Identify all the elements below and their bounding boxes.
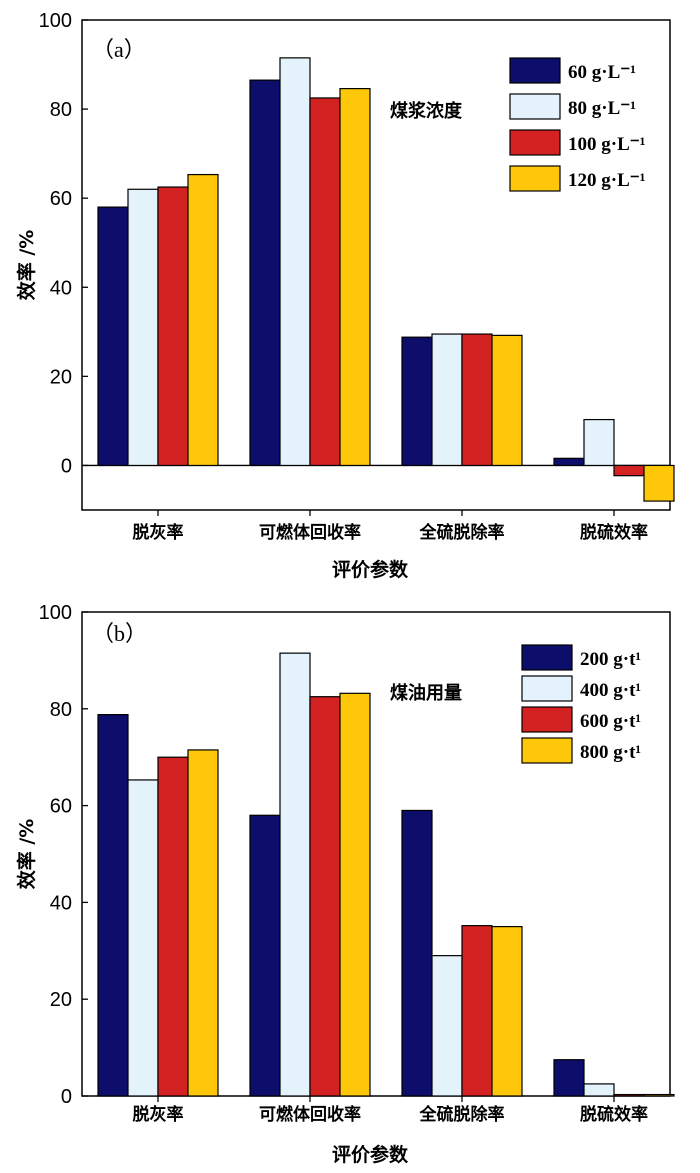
- bar-2-1: [127, 779, 159, 1097]
- bar-4-3: [491, 334, 523, 467]
- bar-2-2: [279, 652, 311, 1097]
- x-category-label: 脱硫效率: [580, 1104, 648, 1125]
- x-category-label: 可燃体回收率: [259, 1104, 361, 1125]
- bar-3-2: [309, 696, 341, 1097]
- bar-1-2: [249, 79, 281, 467]
- bar-4-2: [339, 692, 371, 1097]
- bar-2-3: [431, 955, 463, 1097]
- y-tick-label: 40: [50, 277, 72, 299]
- y-tick-label: 80: [50, 99, 72, 121]
- bar-4-2: [339, 87, 371, 467]
- bar-3-2: [309, 97, 341, 467]
- bar-2-1: [127, 188, 159, 467]
- y-tick-label: 60: [50, 796, 72, 818]
- bar-4-4: [643, 1093, 675, 1097]
- bar-1-1: [97, 206, 129, 467]
- bar-3-3: [461, 925, 493, 1097]
- legend-swatch-3: [521, 706, 573, 733]
- legend-title: 煤浆浓度: [390, 100, 463, 122]
- x-category-label: 全硫脱除率: [419, 522, 505, 543]
- y-tick-label: 20: [50, 366, 72, 388]
- legend-label-3: 600 g·t¹: [580, 711, 641, 732]
- legend-label-2: 400 g·t¹: [580, 680, 641, 701]
- x-axis-label: 评价参数: [332, 1143, 409, 1166]
- legend-label-4: 800 g·t¹: [580, 742, 641, 763]
- legend-swatch-4: [521, 737, 573, 764]
- bar-3-4: [613, 464, 645, 477]
- y-tick-label: 80: [50, 699, 72, 721]
- x-category-label: 脱灰率: [133, 1104, 184, 1125]
- y-tick-label: 100: [39, 10, 72, 32]
- bar-2-2: [279, 57, 311, 467]
- plot-frame: [81, 611, 671, 1097]
- x-category-label: 脱硫效率: [580, 522, 648, 543]
- y-tick-label: 100: [39, 602, 72, 624]
- y-tick-label: 0: [61, 1086, 72, 1108]
- legend-swatch-3: [509, 129, 561, 156]
- legend-swatch-1: [509, 57, 561, 84]
- legend-swatch-2: [521, 675, 573, 702]
- y-axis-label: 效率 /%: [15, 230, 38, 301]
- bar-2-3: [431, 333, 463, 467]
- legend-swatch-4: [509, 165, 561, 192]
- bar-2-4: [583, 418, 615, 467]
- bar-3-1: [157, 186, 189, 467]
- y-tick-label: 0: [61, 455, 72, 477]
- panel-label: （b）: [92, 621, 147, 646]
- bar-1-1: [97, 714, 129, 1097]
- bar-4-3: [491, 925, 523, 1097]
- y-axis-label: 效率 /%: [15, 819, 38, 890]
- x-axis-label: 评价参数: [332, 558, 409, 581]
- x-category-label: 脱灰率: [133, 522, 184, 543]
- legend-label-3: 100 g·L⁻¹: [568, 134, 645, 155]
- bar-3-1: [157, 756, 189, 1097]
- bar-3-4: [613, 1093, 645, 1097]
- bar-4-4: [643, 464, 675, 502]
- bar-1-2: [249, 814, 281, 1097]
- bar-1-3: [401, 809, 433, 1097]
- panel-label: （a）: [92, 37, 146, 62]
- legend-label-1: 200 g·t¹: [580, 649, 641, 670]
- x-category-label: 全硫脱除率: [419, 1104, 505, 1125]
- bar-3-3: [461, 333, 493, 467]
- bar-4-1: [187, 173, 219, 467]
- legend-label-2: 80 g·L⁻¹: [568, 98, 636, 119]
- x-category-label: 可燃体回收率: [259, 522, 361, 543]
- legend-swatch-1: [521, 644, 573, 671]
- y-tick-label: 40: [50, 892, 72, 914]
- y-tick-label: 20: [50, 989, 72, 1011]
- bar-1-4: [553, 1059, 585, 1097]
- legend-label-4: 120 g·L⁻¹: [568, 170, 645, 191]
- bar-4-1: [187, 749, 219, 1097]
- bar-2-4: [583, 1083, 615, 1097]
- legend-label-1: 60 g·L⁻¹: [568, 62, 636, 83]
- legend-swatch-2: [509, 93, 561, 120]
- legend-title: 煤油用量: [390, 682, 462, 704]
- y-tick-label: 60: [50, 188, 72, 210]
- bar-1-4: [553, 457, 585, 467]
- plot-frame: [81, 19, 671, 511]
- bar-1-3: [401, 336, 433, 467]
